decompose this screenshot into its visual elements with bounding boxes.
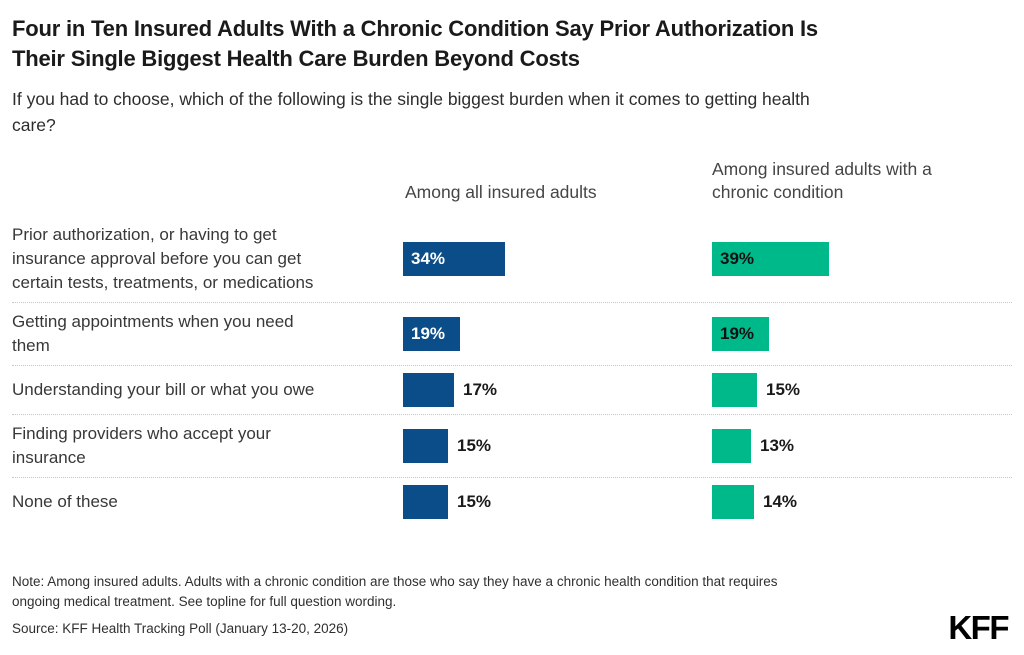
bar-cell-chronic-condition: 39% bbox=[712, 242, 1012, 276]
bar-value-label: 34% bbox=[411, 249, 446, 268]
bar-cell-all-insured: 15% bbox=[403, 429, 712, 463]
bar-cell-all-insured: 15% bbox=[403, 485, 712, 519]
bar-all-insured: 34% bbox=[403, 242, 505, 276]
column-header-all-insured: Among all insured adults bbox=[405, 182, 597, 202]
bar-chronic-condition: 39% bbox=[712, 242, 829, 276]
bar-all-insured bbox=[403, 429, 448, 463]
chart-row: None of these 15% 14% bbox=[12, 478, 1012, 526]
bar-cell-chronic-condition: 15% bbox=[712, 373, 1012, 407]
bar-value-label: 19% bbox=[720, 324, 755, 343]
category-label: Prior authorization, or having to get in… bbox=[12, 225, 314, 292]
bar-chronic-condition bbox=[712, 485, 754, 519]
bar-chronic-condition bbox=[712, 373, 757, 407]
bar-value-label: 14% bbox=[763, 492, 798, 511]
chart-subtitle: If you had to choose, which of the follo… bbox=[12, 89, 810, 135]
chart-row: Understanding your bill or what you owe 1… bbox=[12, 366, 1012, 415]
bar-all-insured bbox=[403, 485, 448, 519]
kff-logo: KFF bbox=[948, 609, 1009, 646]
bar-cell-chronic-condition: 14% bbox=[712, 485, 1012, 519]
chart-row: Prior authorization, or having to get in… bbox=[12, 216, 1012, 303]
bar-value-label: 19% bbox=[411, 324, 446, 343]
bar-cell-chronic-condition: 19% bbox=[712, 317, 1012, 351]
column-header-chronic-condition: Among insured adults with a chronic cond… bbox=[712, 159, 932, 202]
column-headers: Among all insured adults Among insured a… bbox=[12, 158, 1012, 204]
bar-chronic-condition bbox=[712, 429, 751, 463]
bar-value-label: 17% bbox=[463, 380, 498, 399]
bar-chronic-condition: 19% bbox=[712, 317, 769, 351]
chart-rows: Prior authorization, or having to get in… bbox=[12, 216, 1012, 526]
bar-value-label: 15% bbox=[457, 492, 492, 511]
bar-cell-chronic-condition: 13% bbox=[712, 429, 1012, 463]
bar-cell-all-insured: 34% bbox=[403, 242, 712, 276]
chart-title: Four in Ten Insured Adults With a Chroni… bbox=[12, 16, 818, 71]
category-label: Finding providers who accept your insura… bbox=[12, 424, 271, 467]
bar-cell-all-insured: 17% bbox=[403, 373, 712, 407]
category-label: None of these bbox=[12, 492, 118, 511]
bar-all-insured bbox=[403, 373, 454, 407]
source-text: Source: KFF Health Tracking Poll (Januar… bbox=[12, 621, 349, 636]
bar-value-label: 15% bbox=[457, 436, 492, 455]
chart-row: Finding providers who accept your insura… bbox=[12, 415, 1012, 478]
bar-value-label: 13% bbox=[760, 436, 795, 455]
bar-value-label: 39% bbox=[720, 249, 755, 268]
chart-row: Getting appointments when you need them 1… bbox=[12, 303, 1012, 366]
bar-all-insured: 19% bbox=[403, 317, 460, 351]
bar-value-label: 15% bbox=[766, 380, 801, 399]
note-text: Note: Among insured adults. Adults with … bbox=[12, 574, 778, 609]
category-label: Getting appointments when you need them bbox=[12, 312, 294, 355]
bar-cell-all-insured: 19% bbox=[403, 317, 712, 351]
category-label: Understanding your bill or what you owe bbox=[12, 380, 315, 399]
